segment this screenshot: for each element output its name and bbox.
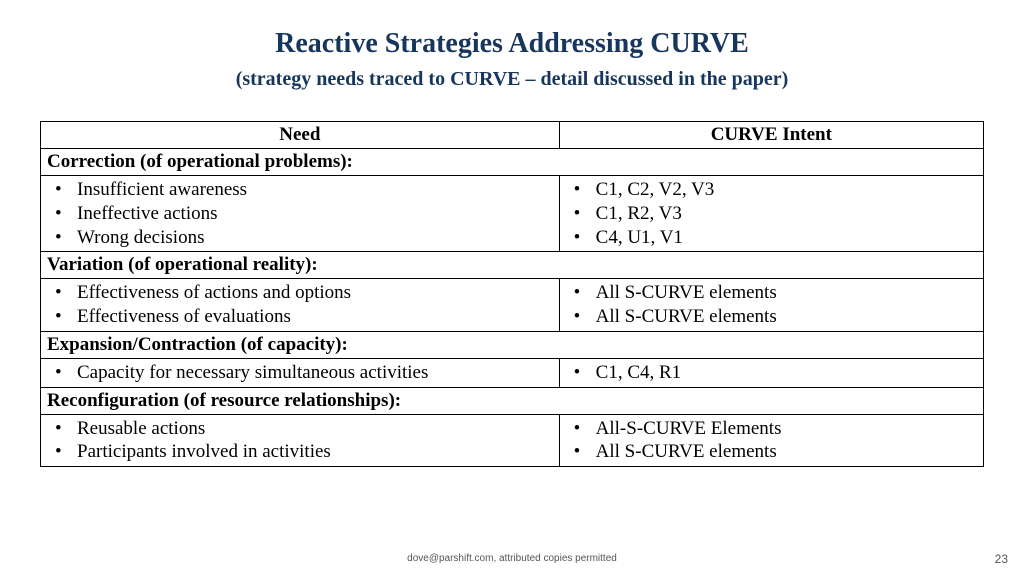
need-cell: Capacity for necessary simultaneous acti… — [41, 358, 560, 387]
intent-list: C1, C2, V2, V3C1, R2, V3C4, U1, V1 — [566, 178, 977, 249]
need-list: Effectiveness of actions and optionsEffe… — [47, 281, 553, 329]
intent-item: All S-CURVE elements — [566, 281, 977, 305]
section-header: Variation (of operational reality): — [41, 252, 984, 279]
need-list: Capacity for necessary simultaneous acti… — [47, 361, 553, 385]
section-body-row: Insufficient awarenessIneffective action… — [41, 176, 984, 252]
section-header-row: Reconfiguration (of resource relationshi… — [41, 387, 984, 414]
intent-item: All S-CURVE elements — [566, 440, 977, 464]
intent-item: C1, R2, V3 — [566, 202, 977, 226]
intent-item: C1, C4, R1 — [566, 361, 977, 385]
need-list: Insufficient awarenessIneffective action… — [47, 178, 553, 249]
intent-list: All S-CURVE elementsAll S-CURVE elements — [566, 281, 977, 329]
need-item: Insufficient awareness — [47, 178, 553, 202]
intent-item: C4, U1, V1 — [566, 226, 977, 250]
slide-subtitle: (strategy needs traced to CURVE – detail… — [40, 68, 984, 91]
col-header-intent: CURVE Intent — [559, 122, 983, 149]
section-header: Expansion/Contraction (of capacity): — [41, 331, 984, 358]
intent-list: C1, C4, R1 — [566, 361, 977, 385]
section-header: Correction (of operational problems): — [41, 149, 984, 176]
need-cell: Reusable actionsParticipants involved in… — [41, 414, 560, 467]
intent-cell: All-S-CURVE ElementsAll S-CURVE elements — [559, 414, 983, 467]
slide-title: Reactive Strategies Addressing CURVE — [40, 28, 984, 60]
section-header: Reconfiguration (of resource relationshi… — [41, 387, 984, 414]
need-cell: Insufficient awarenessIneffective action… — [41, 176, 560, 252]
section-body-row: Effectiveness of actions and optionsEffe… — [41, 279, 984, 332]
intent-item: All-S-CURVE Elements — [566, 417, 977, 441]
need-item: Effectiveness of evaluations — [47, 305, 553, 329]
need-item: Reusable actions — [47, 417, 553, 441]
footer-text: dove@parshift.com, attributed copies per… — [0, 553, 1024, 564]
page-number: 23 — [995, 552, 1008, 566]
intent-cell: C1, C4, R1 — [559, 358, 983, 387]
need-item: Effectiveness of actions and options — [47, 281, 553, 305]
intent-list: All-S-CURVE ElementsAll S-CURVE elements — [566, 417, 977, 465]
intent-cell: All S-CURVE elementsAll S-CURVE elements — [559, 279, 983, 332]
intent-item: All S-CURVE elements — [566, 305, 977, 329]
need-item: Participants involved in activities — [47, 440, 553, 464]
need-item: Ineffective actions — [47, 202, 553, 226]
section-header-row: Correction (of operational problems): — [41, 149, 984, 176]
table-header-row: Need CURVE Intent — [41, 122, 984, 149]
section-body-row: Capacity for necessary simultaneous acti… — [41, 358, 984, 387]
intent-item: C1, C2, V2, V3 — [566, 178, 977, 202]
section-header-row: Expansion/Contraction (of capacity): — [41, 331, 984, 358]
need-list: Reusable actionsParticipants involved in… — [47, 417, 553, 465]
need-item: Wrong decisions — [47, 226, 553, 250]
need-cell: Effectiveness of actions and optionsEffe… — [41, 279, 560, 332]
section-header-row: Variation (of operational reality): — [41, 252, 984, 279]
section-body-row: Reusable actionsParticipants involved in… — [41, 414, 984, 467]
need-item: Capacity for necessary simultaneous acti… — [47, 361, 553, 385]
curve-table: Need CURVE Intent Correction (of operati… — [40, 121, 984, 467]
intent-cell: C1, C2, V2, V3C1, R2, V3C4, U1, V1 — [559, 176, 983, 252]
col-header-need: Need — [41, 122, 560, 149]
